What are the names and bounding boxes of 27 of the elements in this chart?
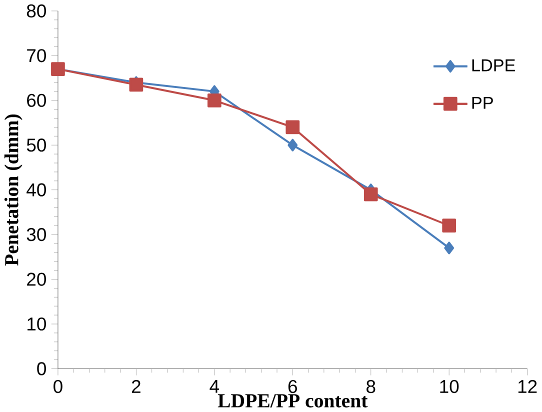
x-axis-title: LDPE/PP content <box>218 394 368 408</box>
x-tick-label: 6 <box>288 380 297 394</box>
x-tick-label: 8 <box>366 380 376 394</box>
y-tick-label: 70 <box>27 49 46 62</box>
point <box>129 78 144 92</box>
x-tick-label: 10 <box>440 380 459 394</box>
y-tick-label: 20 <box>27 272 46 286</box>
point <box>286 120 300 134</box>
y-tick-label: 80 <box>26 4 46 18</box>
legend-label: LDPE <box>472 59 516 72</box>
point <box>207 94 222 108</box>
x-tick-label: 2 <box>132 380 140 393</box>
y-tick-label: 40 <box>26 183 46 196</box>
y-tick-label: 60 <box>27 94 46 107</box>
y-tick-label: 50 <box>26 138 46 152</box>
point <box>364 187 378 202</box>
legend-label: PP <box>472 97 493 109</box>
x-tick-label: 4 <box>210 380 220 393</box>
point <box>288 138 298 152</box>
point <box>442 218 456 233</box>
x-tick-label: 12 <box>518 380 537 393</box>
y-tick-label: 10 <box>28 318 46 331</box>
point <box>444 242 454 254</box>
y-axis-title: Penetation (dmm) <box>4 114 22 266</box>
y-tick-label: 30 <box>26 228 46 242</box>
x-tick-label: 0 <box>54 380 62 394</box>
y-tick-label: 0 <box>37 362 46 376</box>
